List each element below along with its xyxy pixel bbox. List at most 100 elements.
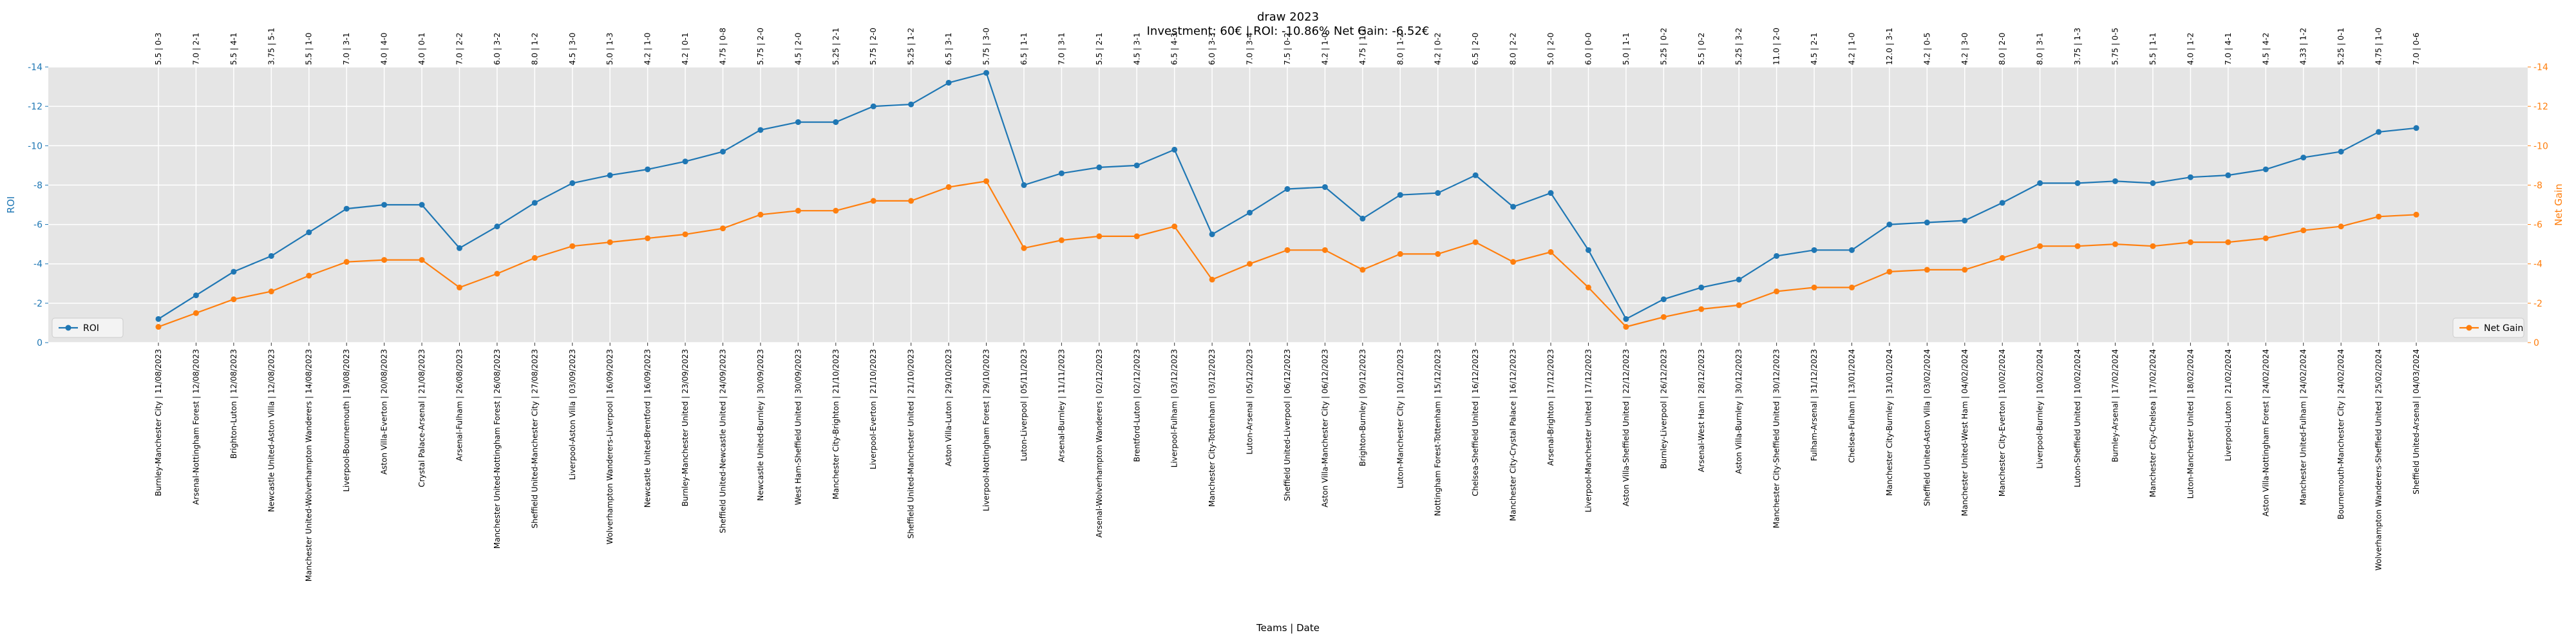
net-gain-point [1736,302,1742,308]
top-label: 8.0 | 2-2 [1509,33,1518,65]
roi-point [1811,247,1817,253]
x-tick-label: Chelsea-Fulham | 13/01/2024 [1848,349,1857,463]
net-gain-point [1811,284,1817,290]
roi-point [870,103,876,109]
x-tick-label: Newcastle United-Aston Villa | 12/08/202… [267,349,276,512]
roi-point [456,245,462,251]
y-tick-label-right: -6 [2533,220,2543,231]
legend-roi: ROI [52,317,124,338]
x-tick-label: Burnley-Manchester City | 11/08/2023 [154,349,163,496]
net-gain-point [1774,289,1780,295]
net-gain-point [1510,259,1517,265]
net-gain-point [2112,241,2119,247]
roi-point [2338,148,2344,155]
top-label: 4.5 | 4-2 [2261,33,2270,65]
top-label: 11.0 | 2-0 [1772,28,1781,65]
x-tick-label: Luton-Manchester City | 10/12/2023 [1396,349,1405,488]
x-tick-label: Aston Villa-Burnley | 30/12/2023 [1734,349,1743,474]
net-gain-point [419,257,425,263]
net-gain-point [1886,269,1893,275]
top-label: 5.5 | 0-3 [154,33,163,65]
roi-point [908,101,914,108]
top-label: 4.2 | 0-1 [681,33,690,65]
top-label: 5.5 | 2-1 [1095,33,1104,65]
roi-point [343,205,350,212]
top-label: 5.0 | 2-0 [1546,33,1555,65]
legend-net-gain: Net Gain [2452,317,2524,338]
net-gain-point [983,178,990,184]
x-tick-label: Arsenal-Burnley | 11/11/2023 [1057,349,1066,462]
net-gain-point [381,257,388,263]
top-label: 7.0 | 3-1 [342,33,351,65]
roi-point [1133,162,1140,169]
y-tick-label-left: -14 [28,62,43,73]
x-tick-label: Wolverhampton Wanderers-Sheffield United… [2374,349,2383,571]
x-tick-label: Newcastle United-Brentford | 16/09/2023 [643,349,652,507]
x-tick-label: Arsenal-Brighton | 17/12/2023 [1546,349,1555,466]
top-label: 5.5 | 1-1 [2148,33,2157,65]
net-gain-point [1623,324,1629,330]
x-tick-label: Crystal Palace-Arsenal | 21/08/2023 [417,349,426,488]
roi-point [1510,204,1517,210]
roi-point [1585,247,1591,253]
roi-point [2300,155,2307,161]
net-gain-point [1058,237,1065,243]
x-tick-label: Wolverhampton Wanderers-Liverpool | 16/0… [605,349,614,544]
roi-point [720,148,726,155]
roi-point [1096,164,1103,171]
x-axis-label: Teams | Date [1256,622,1320,634]
roi-point [945,79,952,86]
net-gain-point [306,272,312,279]
top-label: 4.5 | 2-1 [1810,33,1819,65]
roi-point [2112,178,2119,184]
top-label: 4.2 | 0-5 [1922,33,1931,65]
x-tick-label: Nottingham Forest-Tottenham | 15/12/2023 [1434,349,1443,516]
top-label: 7.0 | 3-4 [1245,33,1255,65]
x-tick-label: Liverpool-Nottingham Forest | 29/10/2023 [982,349,991,511]
top-label: 5.75 | 3-0 [982,28,991,65]
x-axis-tick-labels: Burnley-Manchester City | 11/08/2023 Arse… [154,343,2421,582]
net-gain-point [2413,211,2420,218]
roi-point [419,202,425,208]
x-tick-label: Liverpool-Bournemouth | 19/08/2023 [342,349,351,492]
x-tick-label: Manchester City-Burnley | 31/01/2024 [1885,349,1894,496]
net-gain-point [268,289,274,295]
top-label: 4.75 | 1-0 [2374,28,2383,65]
roi-point [1209,231,1215,238]
net-gain-point [2037,243,2043,249]
top-label: 6.5 | 4-3 [1170,33,1179,65]
x-tick-label: Aston Villa-Sheffield United | 22/12/202… [1622,349,1631,506]
roi-point [1736,276,1742,283]
top-label: 4.0 | 1-2 [2186,33,2195,65]
roi-point [1698,284,1705,290]
net-gain-point [456,284,462,290]
x-tick-label: Sheffield United-Newcastle United | 24/0… [719,349,728,533]
top-label: 4.2 | 1-0 [1320,33,1329,65]
net-gain-point [2150,243,2156,249]
top-label: 6.0 | 3-2 [493,33,502,65]
roi-point [1397,192,1403,198]
top-label: 4.2 | 0-2 [1434,33,1443,65]
y-tick-label-right: -8 [2533,180,2543,191]
net-gain-point [343,259,350,265]
top-label: 6.0 | 3-3 [1208,33,1217,65]
net-gain-point [2376,213,2382,220]
roi-point [1962,217,1968,223]
y-tick-label-left: 0 [37,338,43,348]
net-gain-point [2262,235,2269,242]
x-tick-label: Arsenal-Fulham | 26/08/2023 [455,349,464,461]
top-label: 3.75 | 1-3 [2073,28,2082,65]
top-label: 8.0 | 3-1 [2036,33,2045,65]
roi-point [2187,174,2193,180]
roi-point [795,119,801,126]
top-label: 8.0 | 2-0 [1998,33,2007,65]
x-tick-label: Burnley-Liverpool | 26/12/2023 [1659,349,1668,469]
net-gain-point [1849,284,1855,290]
top-label: 4.5 | 2-0 [793,33,802,65]
top-label: 5.75 | 2-0 [869,28,878,65]
net-gain-point [1021,245,1027,251]
x-tick-label: Manchester City-Tottenham | 03/12/2023 [1208,349,1217,507]
net-gain-point [2187,239,2193,245]
roi-point [607,172,613,178]
top-label: 4.2 | 3-0 [1960,33,1969,65]
